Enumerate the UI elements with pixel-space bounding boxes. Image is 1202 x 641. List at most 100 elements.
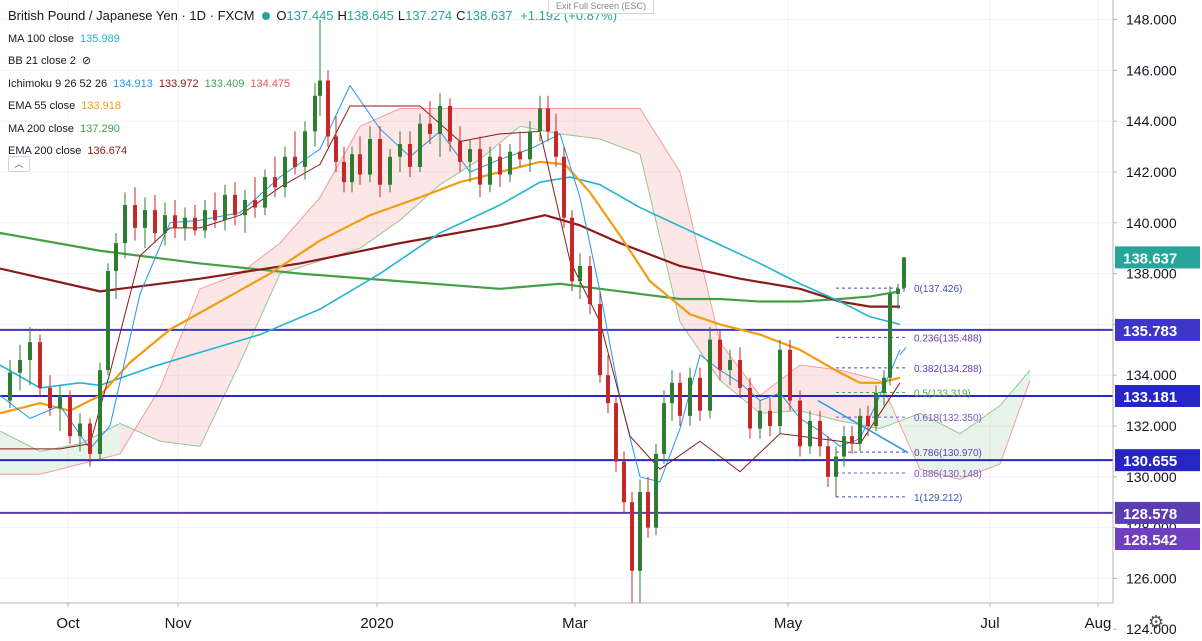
candle-body <box>114 243 118 272</box>
fib-level-label: 0.618(132.350) <box>914 413 982 424</box>
level-price-badge <box>1115 449 1200 472</box>
grid <box>0 0 1113 630</box>
symbol-row: British Pound / Japanese Yen · 1D · FXCM… <box>8 5 617 28</box>
candle-body <box>334 136 338 162</box>
candle-body <box>588 265 592 305</box>
candle-body <box>253 199 257 208</box>
candle-body <box>882 377 886 393</box>
indicator-row[interactable]: EMA 55 close 133.918 <box>8 95 617 118</box>
indicator-value: 133.972 <box>158 77 199 90</box>
trend-lines <box>817 346 909 454</box>
candle-body <box>654 453 658 528</box>
indicator-label: MA 200 close <box>8 122 75 135</box>
ohlc-o: O137.445 <box>276 8 334 23</box>
candle-body <box>378 138 382 185</box>
cloud-segment <box>840 370 880 429</box>
price-badge <box>1115 246 1200 269</box>
fib-level-label: 0.236(135.488) <box>914 333 982 344</box>
indicator-row[interactable]: EMA 200 close 136.674 <box>8 140 617 163</box>
exit-fullscreen-button[interactable]: Exit Full Screen (ESC) <box>548 0 654 14</box>
cloud-segment <box>160 288 200 447</box>
candle-body <box>728 359 732 371</box>
candle-body <box>498 156 502 175</box>
candle-body <box>263 177 267 208</box>
candle-body <box>213 210 217 221</box>
collapse-legend-button[interactable]: ︿ <box>8 156 30 172</box>
ohlc-values: O137.445 H138.645 L137.274 C138.637 <box>276 8 516 23</box>
fibonacci-retracement: 0(137.426) 0.236(135.488) 0.382(134.288) 0.… <box>836 284 982 504</box>
time-axis-background <box>0 603 1113 641</box>
symbol-title: British Pound / Japanese Yen · 1D · FXCM <box>8 8 255 23</box>
candle-body <box>153 210 157 233</box>
plot-background <box>0 0 1113 603</box>
price-badge <box>1115 528 1200 551</box>
horizontal-levels <box>0 328 1113 514</box>
candle-body <box>698 377 702 411</box>
indicator-label: MA 100 close <box>8 32 75 45</box>
price-tick-label: 144.000 <box>1126 113 1177 129</box>
hidden-eye-icon[interactable]: ⊘ <box>81 55 92 67</box>
candle-body <box>448 105 452 142</box>
line-kijun <box>0 105 901 473</box>
candle-body <box>528 131 532 160</box>
indicator-value: 134.913 <box>113 77 153 90</box>
candle-body <box>508 151 512 175</box>
candle-body <box>398 144 402 157</box>
candle-body <box>293 156 297 167</box>
settings-gear-icon[interactable]: ⚙ <box>1148 612 1165 632</box>
candle-body <box>758 410 762 429</box>
candle-body <box>358 154 362 175</box>
price-tick-label: 124.000 <box>1126 621 1177 637</box>
fib-level-label: 0.886(130.148) <box>914 469 982 480</box>
indicator-row[interactable]: BB 21 close 2 ⊘ <box>8 50 617 73</box>
candle-body <box>826 446 830 477</box>
descending-trendline <box>817 399 909 454</box>
candle-body <box>798 400 802 447</box>
cloud-segment <box>0 431 40 475</box>
candle-body <box>888 293 892 378</box>
price-tick-label: 148.000 <box>1126 12 1177 28</box>
candle-body <box>273 177 277 188</box>
indicator-row[interactable]: MA 100 close 135.989 <box>8 28 617 51</box>
cloud-segment <box>920 413 960 480</box>
candle-body <box>630 502 634 571</box>
line-ema-200 <box>0 214 900 308</box>
candle-body <box>98 370 102 454</box>
market-status-icon <box>262 12 271 21</box>
candle-body <box>223 194 227 221</box>
candle-body <box>718 339 722 371</box>
candle-body <box>8 372 12 401</box>
indicator-label: BB 21 close 2 <box>8 55 76 67</box>
fib-level-label: 0.5(133.319) <box>914 388 971 399</box>
candle-body <box>48 387 52 409</box>
candle-body <box>458 141 462 162</box>
candle-body <box>193 217 197 231</box>
candle-body <box>678 382 682 416</box>
candle-body <box>318 80 322 96</box>
candle-body <box>368 138 372 175</box>
candle-body <box>303 131 307 167</box>
candle-body <box>123 205 127 244</box>
price-axis[interactable]: 124.000126.000128.000130.000132.000134.0… <box>1112 0 1202 641</box>
indicator-row[interactable]: MA 200 close 137.290 <box>8 118 617 141</box>
line-ma-200 <box>0 231 901 303</box>
candle-body <box>546 108 550 132</box>
time-axis[interactable]: Oct Nov 2020 Mar May Jul Aug <box>0 602 1113 641</box>
indicator-value: 133.918 <box>81 100 122 112</box>
indicator-row[interactable]: Ichimoku 9 26 52 26 134.913 133.972 133.409… <box>8 73 617 96</box>
level-price-badge <box>1115 318 1200 341</box>
candle-body <box>78 423 82 437</box>
candle-body <box>622 461 626 503</box>
candle-body <box>738 359 742 388</box>
candle-body <box>748 387 752 429</box>
candle-body <box>18 359 22 373</box>
candle-body <box>468 149 472 162</box>
indicator-value: 134.475 <box>250 77 291 90</box>
candle-body <box>478 149 482 185</box>
candle-body <box>326 80 330 137</box>
candle-body <box>866 415 870 426</box>
price-tick-label: 138.000 <box>1126 266 1177 282</box>
candle-body <box>808 420 812 447</box>
candlesticks <box>8 19 906 630</box>
